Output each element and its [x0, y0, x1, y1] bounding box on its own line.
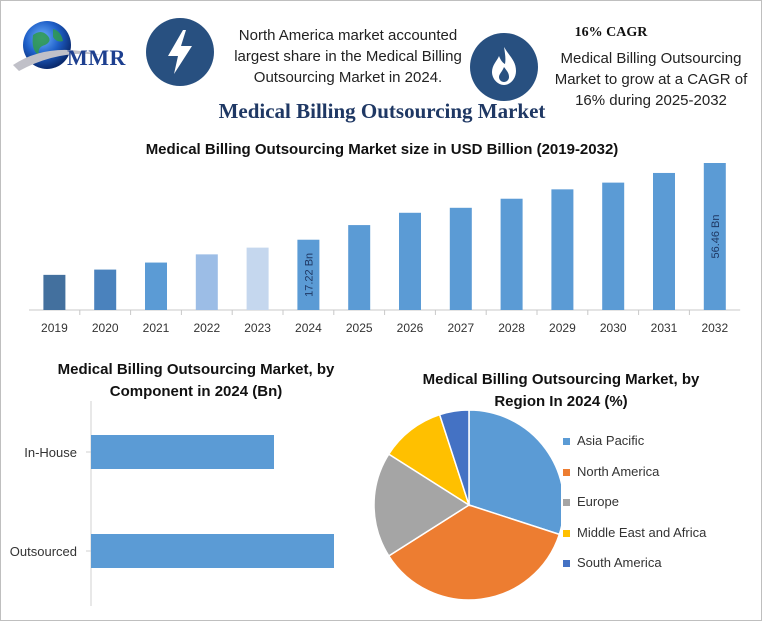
legend-label: Asia Pacific	[577, 433, 645, 448]
bar-2027	[449, 207, 472, 310]
bar-2031	[653, 172, 675, 310]
bar-2025	[348, 225, 371, 310]
tick-label-2032: 2032	[701, 321, 728, 335]
tick-label-2027: 2027	[447, 321, 474, 335]
bar-2024	[297, 239, 320, 310]
tick-label-2024: 2024	[295, 321, 322, 335]
legend-swatch	[563, 468, 570, 476]
pie-slice-middle-east-and-africa	[387, 413, 471, 507]
bolt-badge	[146, 18, 214, 86]
legend-swatch	[563, 529, 570, 537]
cagr-title: 16% CAGR	[574, 25, 648, 40]
bar-2030	[602, 182, 625, 310]
bar-2028	[500, 198, 523, 310]
bar-2029	[551, 189, 574, 310]
legend-swatch	[563, 438, 570, 445]
component-bar-chart: In-House Outsourced	[10, 401, 334, 606]
hbar-in-house	[91, 435, 274, 469]
tick-label-2023: 2023	[244, 321, 271, 335]
legend-item-north-america: North America	[563, 464, 758, 495]
legend-label: Middle East and Africa	[577, 524, 707, 540]
legend-item-south-america: South America	[563, 555, 758, 586]
tick-label-2030: 2030	[600, 321, 627, 335]
legend-item-asia-pacific: Asia Pacific	[563, 433, 758, 464]
legend-swatch	[563, 499, 570, 506]
lightning-bolt-icon	[168, 30, 192, 74]
main-title: Medical Billing Outsourcing Market	[218, 99, 546, 123]
tick-label-2025: 2025	[346, 321, 373, 335]
bar-chart-title: Medical Billing Outsourcing Market size …	[145, 141, 619, 158]
data-label-2032: 56.46 Bn	[710, 214, 722, 258]
flame-icon	[492, 47, 516, 85]
region-chart-title: Medical Billing Outsourcing Market, by R…	[422, 371, 700, 410]
tick-label-2028: 2028	[498, 321, 525, 335]
cagr-info: Medical Billing Outsourcing Market to gr…	[554, 50, 748, 109]
bar-2026	[399, 212, 421, 310]
flame-badge	[470, 33, 538, 101]
legend-label: South America	[577, 555, 662, 570]
north-america-info: North America market accounted largest s…	[234, 27, 462, 86]
legend-item-middle-east-and-africa: Middle East and Africa	[563, 525, 758, 556]
category-label-outsourced: Outsourced	[10, 544, 77, 559]
tick-label-2019: 2019	[41, 321, 68, 335]
tick-label-2029: 2029	[549, 321, 576, 335]
bar-2019	[43, 274, 66, 310]
component-chart-title: Medical Billing Outsourcing Market, by C…	[57, 361, 335, 400]
legend-swatch	[563, 560, 570, 567]
category-label-in-house: In-House	[24, 445, 77, 460]
bar-2032	[703, 163, 726, 310]
bar-2022	[195, 254, 218, 310]
bar-2020	[94, 269, 117, 310]
logo-text: MMR	[67, 45, 126, 70]
bar-2021	[145, 262, 167, 310]
tick-label-2020: 2020	[92, 321, 119, 335]
region-legend: Asia Pacific North America Europe Middle Ea…	[563, 433, 758, 586]
market-size-bar-chart: 2019 2020 2021 2022 2023 2024 17.22 Bn 2025 2026…	[29, 163, 741, 335]
tick-label-2022: 2022	[193, 321, 220, 335]
pie-slice-europe	[373, 453, 471, 557]
hbar-outsourced	[91, 534, 334, 568]
pie-slice-south-america	[438, 409, 470, 506]
data-label-2024: 17.22 Bn	[303, 253, 315, 297]
region-pie-chart	[373, 409, 561, 601]
legend-item-europe: Europe	[563, 494, 758, 525]
pie-slice-asia-pacific	[468, 409, 561, 536]
tick-label-2031: 2031	[651, 321, 678, 335]
mmr-logo	[13, 21, 101, 71]
pie-slice-north-america	[387, 504, 561, 601]
legend-label: North America	[577, 463, 660, 479]
legend-label: Europe	[577, 494, 619, 509]
tick-label-2026: 2026	[397, 321, 424, 335]
tick-label-2021: 2021	[143, 321, 170, 335]
bar-2023	[246, 247, 269, 310]
